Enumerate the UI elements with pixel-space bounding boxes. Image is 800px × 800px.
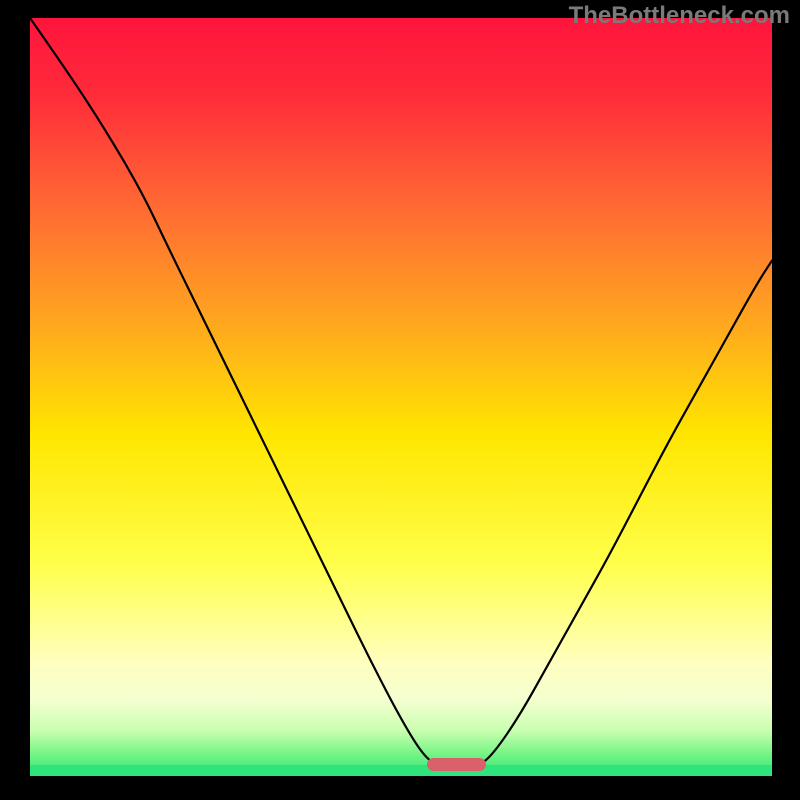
chart-frame: TheBottleneck.com: [0, 0, 800, 800]
bottleneck-curve: [30, 18, 772, 776]
watermark-text: TheBottleneck.com: [569, 2, 790, 30]
curve-path: [30, 18, 772, 768]
minimum-marker: [427, 758, 486, 771]
plot-area: [30, 18, 772, 776]
